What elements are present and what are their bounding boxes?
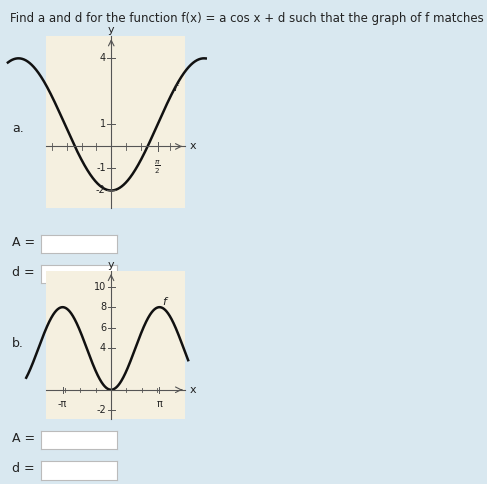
Text: y: y <box>108 259 114 270</box>
Text: A =: A = <box>12 236 35 248</box>
Text: y: y <box>108 25 114 34</box>
Text: 10: 10 <box>94 282 106 291</box>
Text: -2: -2 <box>96 185 106 196</box>
Text: a.: a. <box>12 122 24 135</box>
Text: x: x <box>189 385 196 395</box>
Text: d =: d = <box>12 266 35 278</box>
Text: π: π <box>156 399 163 408</box>
Text: f: f <box>163 297 167 306</box>
Text: -1: -1 <box>96 164 106 173</box>
Text: 1: 1 <box>99 120 106 129</box>
Text: Find a and d for the function f(x) = a cos x + d such that the graph of f matche: Find a and d for the function f(x) = a c… <box>10 12 487 25</box>
Text: d =: d = <box>12 462 35 475</box>
Text: A =: A = <box>12 432 35 444</box>
Text: $\frac{\pi}{2}$: $\frac{\pi}{2}$ <box>154 158 161 176</box>
Text: x: x <box>189 141 196 151</box>
Text: f: f <box>173 83 177 92</box>
Text: -2: -2 <box>96 406 106 415</box>
Text: b.: b. <box>12 337 24 350</box>
Text: 6: 6 <box>100 323 106 333</box>
Text: 8: 8 <box>100 302 106 312</box>
Text: 4: 4 <box>99 53 106 63</box>
Text: 4: 4 <box>100 344 106 353</box>
Text: -π: -π <box>58 399 67 408</box>
